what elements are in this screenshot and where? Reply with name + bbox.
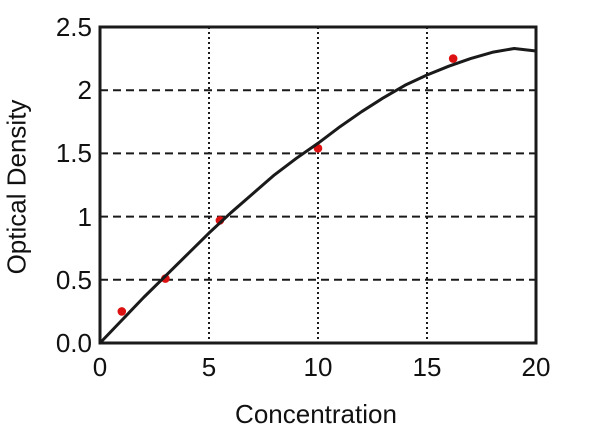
x-tick-label: 5 xyxy=(201,352,217,382)
y-tick-label: 1 xyxy=(77,201,92,232)
x-tick-label: 15 xyxy=(412,352,442,382)
x-tick-label: 20 xyxy=(521,352,551,382)
y-tick-label: 0.5 xyxy=(55,264,92,295)
x-axis-title: Concentration xyxy=(235,399,397,429)
x-tick-label: 10 xyxy=(303,352,333,382)
data-point xyxy=(117,307,127,316)
y-tick-label: 0.0 xyxy=(55,328,92,358)
y-tick-label: 2 xyxy=(77,75,92,106)
fit-curve xyxy=(98,46,538,345)
y-tick-label: 1.5 xyxy=(55,138,92,169)
plot-frame xyxy=(98,25,538,345)
x-tick-label: 0 xyxy=(92,352,108,382)
data-point xyxy=(448,54,458,63)
y-axis-title: Optical Density xyxy=(1,99,32,275)
y-tick-label: 2.5 xyxy=(55,12,92,42)
